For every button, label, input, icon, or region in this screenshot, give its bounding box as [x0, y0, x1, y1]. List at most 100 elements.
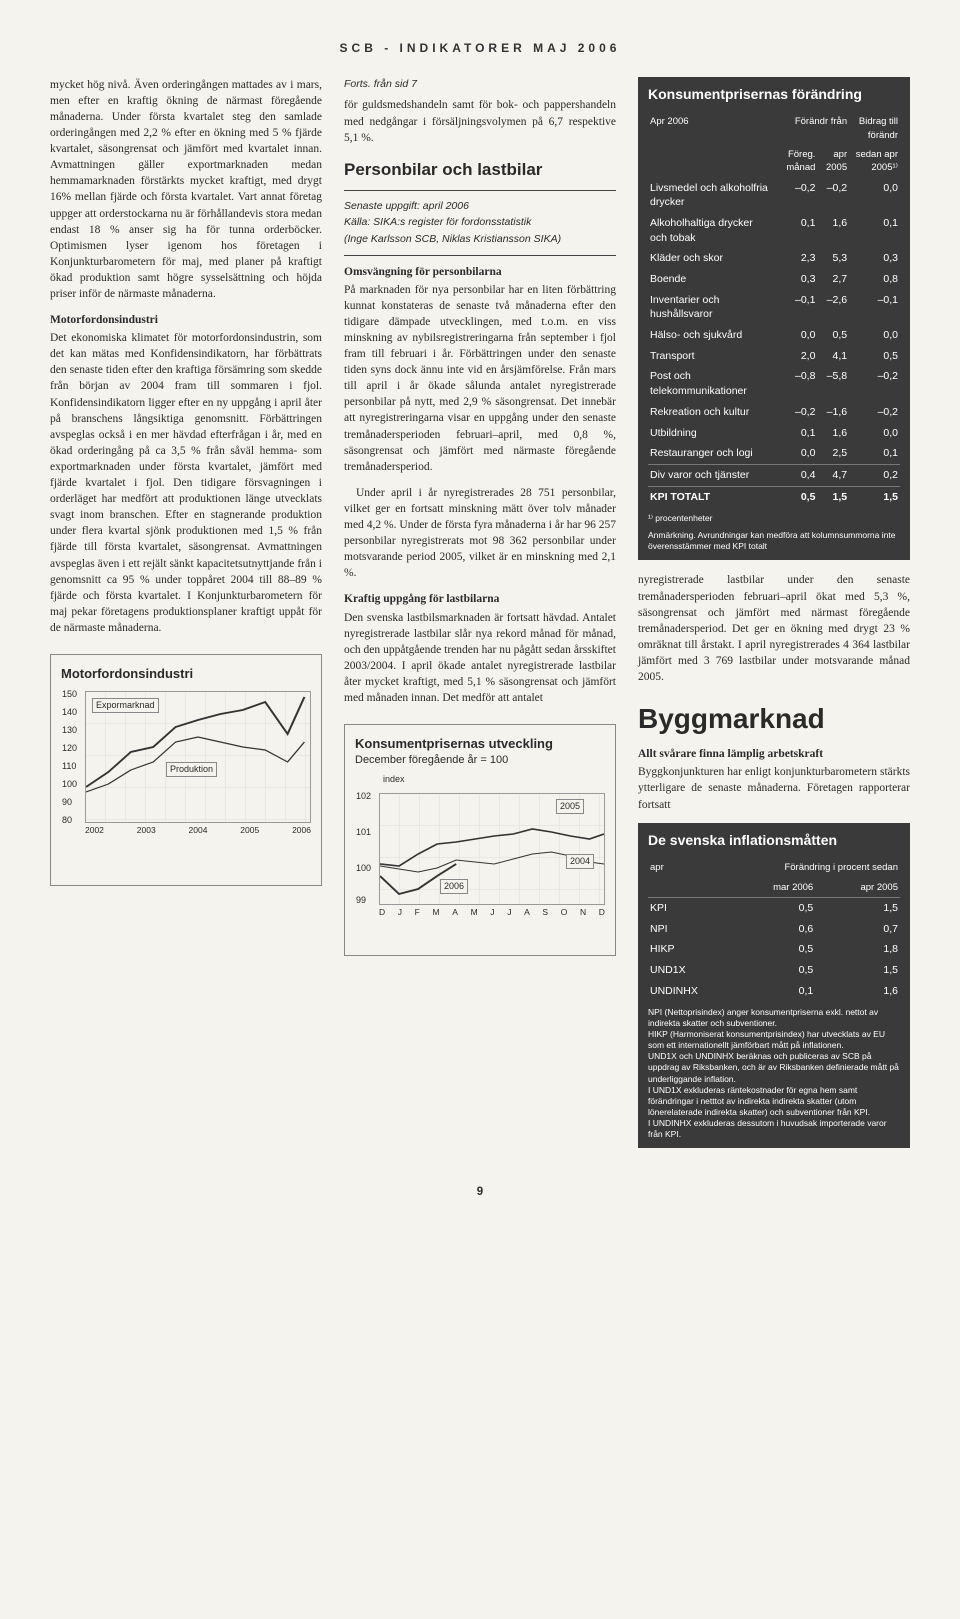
chart1-xtick: 2004 — [189, 825, 208, 837]
table-row: Livsmedel och alkoholfria drycker–0,2–0,… — [648, 178, 900, 213]
col2-sub1: Omsvängning för personbilarna — [344, 264, 616, 280]
table-row: KPI0,51,5 — [648, 897, 900, 918]
chart2-xtick: J — [490, 907, 494, 919]
chart1-xaxis: 2002 2003 2004 2005 2006 — [85, 825, 311, 837]
chart1-xtick: 2002 — [85, 825, 104, 837]
table-row: Rekreation och kultur–0,2–1,6–0,2 — [648, 402, 900, 423]
col2-infobox: Senaste uppgift: april 2006 Källa: SIKA:… — [344, 190, 616, 256]
chart1-xtick: 2006 — [292, 825, 311, 837]
col3-sub: Allt svårare finna lämplig arbetskraft — [638, 746, 910, 762]
table-inflation: De svenska inflationsmåtten apr Förändri… — [638, 823, 910, 1148]
infobox-line2: Källa: SIKA:s register för fordonsstatis… — [344, 215, 616, 230]
table1-sub: apr 2005 — [817, 145, 849, 178]
table-row: Div varor och tjänster0,44,70,2 — [648, 464, 900, 486]
table1-period: Apr 2006 — [648, 112, 772, 145]
table1-title: Konsumentprisernas förändring — [648, 85, 900, 105]
col1-subhead: Motorfordonsindustri — [50, 312, 322, 328]
chart1-ytick: 150 — [62, 688, 77, 701]
table1-hdr: Förändr från — [772, 112, 849, 145]
table1-hdr: Bidrag till förändr — [849, 112, 900, 145]
continuation-note: Forts. från sid 7 — [344, 77, 616, 92]
table-konsumentpriser: Konsumentprisernas förändring Apr 2006 F… — [638, 77, 910, 561]
chart2-ylabel: index — [383, 773, 605, 786]
chart2-xtick: F — [415, 907, 420, 919]
table-row: Transport2,04,10,5 — [648, 346, 900, 367]
table1-sub: Föreg. månad — [772, 145, 817, 178]
chart2-xtick: D — [599, 907, 605, 919]
chart1-tag-prod: Produktion — [166, 762, 217, 777]
col1-p1: mycket hög nivå. Även orderingången matt… — [50, 77, 322, 302]
chart-konsumentpriser: Konsumentprisernas utveckling December f… — [344, 724, 616, 956]
table-row: Hälso- och sjukvård0,00,50,0 — [648, 325, 900, 346]
chart2-xtick: S — [542, 907, 548, 919]
chart1-ytick: 110 — [62, 760, 76, 773]
chart2-xtick: A — [452, 907, 458, 919]
col3-heading: Byggmarknad — [638, 699, 910, 738]
table2-sub: mar 2006 — [725, 878, 815, 898]
infobox-line3: (Inge Karlsson SCB, Niklas Kristiansson … — [344, 232, 616, 247]
table-row: NPI0,60,7 — [648, 919, 900, 940]
chart1-xtick: 2005 — [240, 825, 259, 837]
chart2-xtick: M — [433, 907, 440, 919]
table-row: Restauranger och logi0,02,50,1 — [648, 443, 900, 464]
table-row: KPI TOTALT0,51,51,5 — [648, 486, 900, 507]
chart2-ytick: 102 — [356, 790, 371, 803]
content-columns: mycket hög nivå. Även orderingången matt… — [50, 77, 910, 1160]
table-row: Alkoholhaltiga drycker och tobak0,11,60,… — [648, 213, 900, 248]
chart2-xtick: D — [379, 907, 385, 919]
chart2-xtick: J — [398, 907, 402, 919]
col2-p1: för guldsmedshandeln samt för bok- och p… — [344, 97, 616, 145]
chart2-xtick: O — [561, 907, 568, 919]
table-row: HIKP0,51,8 — [648, 939, 900, 960]
chart1-xtick: 2003 — [137, 825, 156, 837]
chart1-ytick: 120 — [62, 742, 77, 755]
chart2-xtick: J — [507, 907, 511, 919]
chart2-ytick: 101 — [356, 826, 371, 839]
chart1-ytick: 130 — [62, 724, 77, 737]
col2-p2: På marknaden för nya personbilar har en … — [344, 282, 616, 475]
col2-sub2: Kraftig uppgång för lastbilarna — [344, 591, 616, 607]
table1-foot2: Anmärkning. Avrundningar kan medföra att… — [648, 530, 900, 552]
table-row: Boende0,32,70,8 — [648, 269, 900, 290]
chart1-title: Motorfordonsindustri — [61, 665, 311, 683]
table2-hdr: apr — [648, 858, 725, 877]
chart2-xaxis: D J F M A M J J A S O N D — [379, 907, 605, 919]
chart2-plot: 102 101 100 99 2005 2004 2006 — [379, 793, 605, 905]
column-middle: Forts. från sid 7 för guldsmedshandeln s… — [344, 77, 616, 1160]
chart2-xtick: M — [471, 907, 478, 919]
col3-p2: Byggkonjunkturen har enligt konjunkturba… — [638, 764, 910, 812]
chart2-title: Konsumentprisernas utveckling — [355, 735, 605, 753]
table2: apr Förändring i procent sedan mar 2006 … — [648, 858, 900, 1001]
table2-foot: NPI (Nettoprisindex) anger konsumentpris… — [648, 1007, 900, 1140]
table1-foot1: ¹⁾ procentenheter — [648, 513, 900, 524]
table-row: Post och telekommunikationer–0,8–5,8–0,2 — [648, 366, 900, 401]
col2-p4: Den svenska lastbilsmarknaden är fortsat… — [344, 610, 616, 707]
page-number: 9 — [50, 1184, 910, 1200]
col1-p2: Det ekonomiska klimatet för motorfordons… — [50, 330, 322, 636]
chart2-tag-2004: 2004 — [566, 854, 594, 869]
chart2-tag-2006: 2006 — [440, 879, 468, 894]
table2-title: De svenska inflationsmåtten — [648, 831, 900, 851]
col3-p1: nyregistrerade lastbilar under den senas… — [638, 572, 910, 685]
table-row: Inventarier och hushållsvaror–0,1–2,6–0,… — [648, 290, 900, 325]
table1: Apr 2006 Förändr från Bidrag till föränd… — [648, 112, 900, 507]
table2-sub: apr 2005 — [815, 878, 900, 898]
masthead: SCB - INDIKATORER MAJ 2006 — [50, 40, 910, 57]
chart2-subtitle: December föregående år = 100 — [355, 753, 605, 768]
chart1-plot: 150 140 130 120 110 100 90 80 Expormarkn… — [85, 691, 311, 823]
table1-sub: sedan apr 2005¹⁾ — [849, 145, 900, 178]
table-row: UNDINHX0,11,6 — [648, 981, 900, 1002]
table2-hdr: Förändring i procent sedan — [725, 858, 900, 877]
col2-p3: Under april i år nyregistrerades 28 751 … — [344, 485, 616, 582]
infobox-line1: Senaste uppgift: april 2006 — [344, 199, 616, 214]
column-left: mycket hög nivå. Även orderingången matt… — [50, 77, 322, 1160]
table-row: Utbildning0,11,60,0 — [648, 423, 900, 444]
chart1-ytick: 100 — [62, 778, 77, 791]
table-row: Kläder och skor2,35,30,3 — [648, 248, 900, 269]
chart2-ytick: 100 — [356, 862, 371, 875]
chart-motorfordon: Motorfordonsindustri 150 140 130 120 110… — [50, 654, 322, 886]
col2-heading: Personbilar och lastbilar — [344, 158, 616, 182]
chart1-ytick: 80 — [62, 814, 72, 827]
chart2-xtick: A — [524, 907, 530, 919]
chart2-tag-2005: 2005 — [556, 799, 584, 814]
